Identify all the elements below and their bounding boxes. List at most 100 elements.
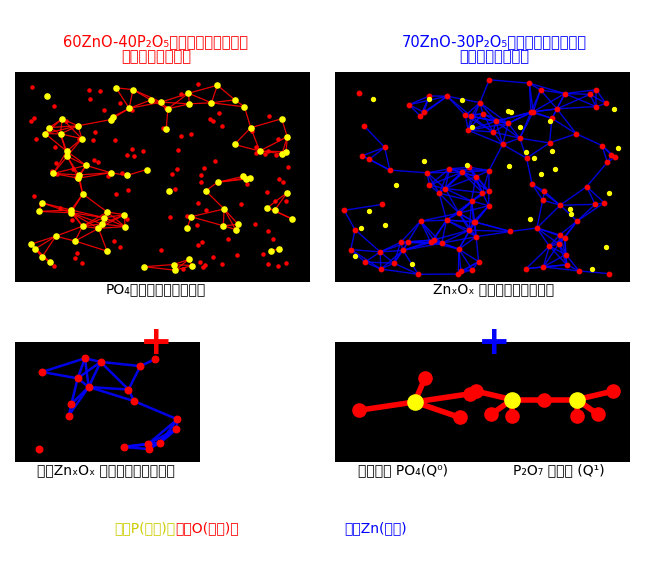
Point — [49, 101, 59, 110]
Point — [199, 163, 209, 172]
Point — [491, 117, 501, 126]
Point — [536, 170, 547, 179]
Point — [339, 206, 350, 215]
Point — [119, 210, 129, 219]
Point — [346, 245, 356, 254]
Point — [269, 206, 280, 215]
Point — [262, 203, 272, 212]
Point — [29, 114, 40, 123]
Point — [51, 232, 61, 241]
Text: P₂O₇ 二量体 (Q¹): P₂O₇ 二量体 (Q¹) — [514, 464, 604, 478]
Point — [572, 395, 582, 404]
Point — [212, 81, 222, 90]
Point — [84, 85, 94, 94]
Point — [71, 172, 81, 181]
Point — [270, 196, 280, 205]
Point — [277, 149, 287, 158]
Point — [198, 262, 208, 271]
Point — [72, 248, 82, 257]
Point — [484, 166, 494, 175]
Point — [359, 121, 369, 130]
Point — [34, 445, 44, 454]
Point — [419, 157, 429, 166]
Point — [465, 389, 475, 398]
Point — [244, 173, 255, 182]
Point — [250, 220, 261, 229]
Point — [521, 147, 531, 156]
Point — [484, 201, 494, 210]
Point — [526, 108, 536, 117]
Point — [504, 161, 514, 170]
Point — [114, 243, 125, 252]
Point — [37, 368, 47, 377]
Point — [273, 134, 283, 143]
Point — [555, 201, 566, 210]
Point — [457, 167, 467, 176]
Point — [109, 236, 119, 245]
Point — [57, 115, 68, 124]
Point — [77, 222, 88, 231]
Point — [273, 262, 283, 271]
Point — [201, 206, 211, 215]
Point — [81, 161, 92, 170]
Point — [389, 259, 399, 268]
Point — [250, 143, 261, 152]
Point — [426, 238, 436, 247]
Point — [525, 214, 536, 223]
Point — [263, 260, 273, 269]
Text: ネットワーク構造: ネットワーク構造 — [459, 49, 529, 65]
Point — [375, 247, 385, 256]
Point — [143, 439, 153, 448]
Text: +: + — [140, 324, 172, 362]
Point — [437, 239, 447, 248]
Point — [368, 95, 378, 104]
Point — [206, 98, 216, 107]
Point — [466, 112, 476, 121]
Point — [574, 266, 584, 275]
Point — [200, 260, 210, 269]
Point — [192, 220, 203, 229]
Point — [422, 169, 432, 178]
Point — [608, 104, 619, 113]
Point — [135, 361, 146, 370]
Point — [89, 128, 99, 137]
Point — [515, 134, 525, 143]
Point — [49, 142, 60, 151]
Point — [29, 192, 39, 201]
Point — [172, 415, 183, 424]
Point — [219, 205, 229, 214]
Point — [597, 141, 607, 150]
Point — [183, 255, 194, 264]
Point — [84, 94, 95, 103]
Point — [176, 132, 186, 141]
Point — [560, 250, 571, 259]
Point — [478, 109, 488, 118]
Point — [395, 238, 406, 247]
Point — [192, 199, 203, 208]
Point — [195, 257, 205, 266]
Point — [83, 383, 94, 392]
Point — [62, 152, 72, 161]
Point — [454, 244, 464, 253]
Point — [93, 224, 103, 233]
Point — [263, 226, 273, 235]
Point — [554, 239, 564, 248]
Point — [246, 123, 256, 132]
Point — [454, 209, 464, 217]
Point — [463, 126, 473, 135]
Point — [456, 95, 467, 104]
Point — [271, 151, 281, 160]
Point — [506, 108, 516, 117]
Point — [150, 355, 161, 364]
Point — [257, 249, 268, 258]
Point — [217, 121, 228, 130]
Point — [117, 168, 127, 177]
Point — [122, 151, 133, 160]
Point — [95, 87, 105, 96]
Point — [34, 207, 44, 216]
Point — [287, 214, 297, 223]
Point — [111, 190, 122, 199]
Point — [471, 232, 482, 241]
Point — [72, 374, 83, 383]
Point — [177, 264, 188, 273]
